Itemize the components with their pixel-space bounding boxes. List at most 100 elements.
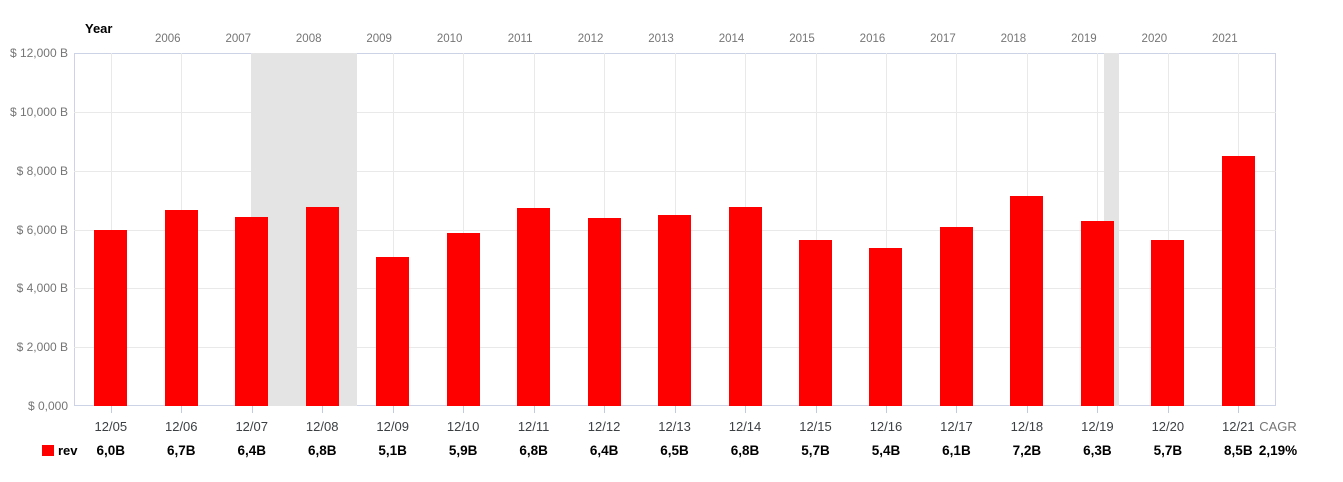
bar-12-15[interactable]: [799, 239, 832, 406]
bar-12-06[interactable]: [164, 210, 198, 406]
bar-12-10[interactable]: [446, 233, 480, 406]
series-value-label: 5,9B: [448, 443, 478, 458]
x-axis-tick: [1097, 406, 1099, 413]
gridline-vertical: [463, 53, 465, 406]
series-value-label: 5,4B: [871, 443, 901, 458]
year-label: 2011: [507, 33, 533, 45]
x-axis-tick: [251, 406, 253, 413]
x-axis-tick: [181, 406, 183, 413]
year-label: 2021: [1212, 33, 1238, 45]
recession-band: [251, 53, 357, 406]
x-axis-tick: [322, 406, 324, 413]
x-tick-label: 12/12: [587, 419, 621, 434]
y-axis-label: $ 12,000 B: [9, 46, 68, 60]
legend: rev: [42, 443, 78, 458]
x-tick-label: 12/08: [305, 419, 339, 434]
x-axis-tick: [392, 406, 394, 413]
series-value-label: 6,1B: [942, 443, 971, 458]
legend-series-label: rev: [58, 443, 78, 458]
x-axis-tick: [956, 406, 958, 413]
x-tick-label: 12/09: [376, 419, 409, 434]
x-tick-label: 12/20: [1151, 419, 1185, 434]
x-axis-tick: [463, 406, 465, 413]
series-value-label: 6,3B: [1083, 443, 1112, 458]
series-value-label: 6,8B: [730, 443, 760, 458]
series-value-label: 5,1B: [378, 443, 407, 458]
year-label: 2014: [718, 33, 745, 45]
year-label: 2006: [154, 33, 181, 45]
x-axis-tick: [1238, 406, 1240, 413]
bar-12-21[interactable]: [1221, 156, 1255, 406]
year-label: 2019: [1071, 33, 1097, 45]
cagr-header: CAGR: [1259, 419, 1297, 434]
x-axis-tick: [533, 406, 535, 413]
bar-12-09[interactable]: [376, 257, 410, 406]
series-value-label: 6,4B: [237, 443, 266, 458]
year-label: 2015: [789, 33, 815, 45]
series-value-label: 6,5B: [660, 443, 689, 458]
series-value-label: 6,8B: [519, 443, 548, 458]
x-tick-label: 12/13: [658, 419, 691, 434]
y-axis-label: $ 6,000 B: [16, 222, 68, 237]
x-tick-label: 12/11: [517, 419, 550, 434]
series-value-label: 6,4B: [589, 443, 619, 458]
gridline-vertical: [815, 53, 817, 406]
x-tick-label: 12/14: [728, 419, 762, 434]
bar-12-08[interactable]: [305, 206, 339, 406]
series-value-label: 6,0B: [96, 443, 126, 458]
year-label: 2009: [366, 33, 392, 45]
bar-12-19[interactable]: [1080, 221, 1114, 406]
x-tick-label: 12/19: [1081, 419, 1114, 434]
year-label: 2020: [1141, 33, 1168, 45]
x-tick-label: 12/16: [869, 419, 903, 434]
x-axis-tick: [110, 406, 112, 413]
series-value-label: 5,7B: [801, 443, 830, 458]
year-label: 2008: [295, 33, 322, 45]
year-label: 2018: [1000, 33, 1027, 45]
x-tick-label: 12/06: [164, 419, 198, 434]
x-tick-label: 12/07: [235, 419, 268, 434]
x-tick-label: 12/18: [1010, 419, 1044, 434]
x-axis-tick: [1026, 406, 1028, 413]
gridline-vertical: [110, 53, 112, 406]
series-value-label: 6,7B: [167, 443, 196, 458]
x-tick-label: 12/17: [940, 419, 973, 434]
bar-12-14[interactable]: [728, 207, 762, 406]
legend-color-swatch-rev: [42, 445, 54, 456]
y-axis-label: $ 8,000 B: [16, 163, 68, 178]
y-axis-label: $ 0,000: [27, 399, 68, 413]
gridline-vertical: [885, 53, 887, 406]
year-label: 2012: [577, 33, 604, 45]
x-tick-label: 12/21: [1222, 419, 1255, 434]
year-label: 2017: [930, 33, 956, 45]
gridline-vertical: [1167, 53, 1169, 406]
x-axis-tick: [885, 406, 887, 413]
x-tick-label: 12/15: [799, 419, 832, 434]
bar-12-11[interactable]: [517, 208, 551, 406]
year-label: 2013: [648, 33, 674, 45]
series-value-label: 7,2B: [1012, 443, 1042, 458]
bar-12-05[interactable]: [94, 230, 128, 406]
year-label: 2010: [436, 33, 463, 45]
bar-12-20[interactable]: [1151, 239, 1185, 406]
year-label: 2007: [225, 33, 252, 45]
x-axis-tick: [674, 406, 676, 413]
plot-area: [74, 53, 1276, 406]
bar-12-17[interactable]: [939, 226, 973, 406]
x-axis-tick: [745, 406, 747, 413]
year-label: 2016: [859, 33, 886, 45]
cagr-value: 2,19%: [1258, 443, 1298, 458]
bar-12-13[interactable]: [658, 214, 692, 406]
bar-12-07[interactable]: [235, 216, 269, 406]
series-value-label: 6,8B: [307, 443, 337, 458]
x-tick-label: 12/10: [446, 419, 480, 434]
top-axis-title: Year: [85, 21, 113, 36]
series-value-label: 8,5B: [1224, 443, 1253, 458]
y-axis-label: $ 4,000 B: [16, 281, 68, 296]
bar-12-12[interactable]: [587, 218, 621, 406]
y-axis-label: $ 2,000 B: [16, 340, 68, 355]
x-tick-label: 12/05: [94, 419, 128, 434]
bar-12-18[interactable]: [1010, 195, 1044, 406]
bar-12-16[interactable]: [869, 247, 903, 406]
